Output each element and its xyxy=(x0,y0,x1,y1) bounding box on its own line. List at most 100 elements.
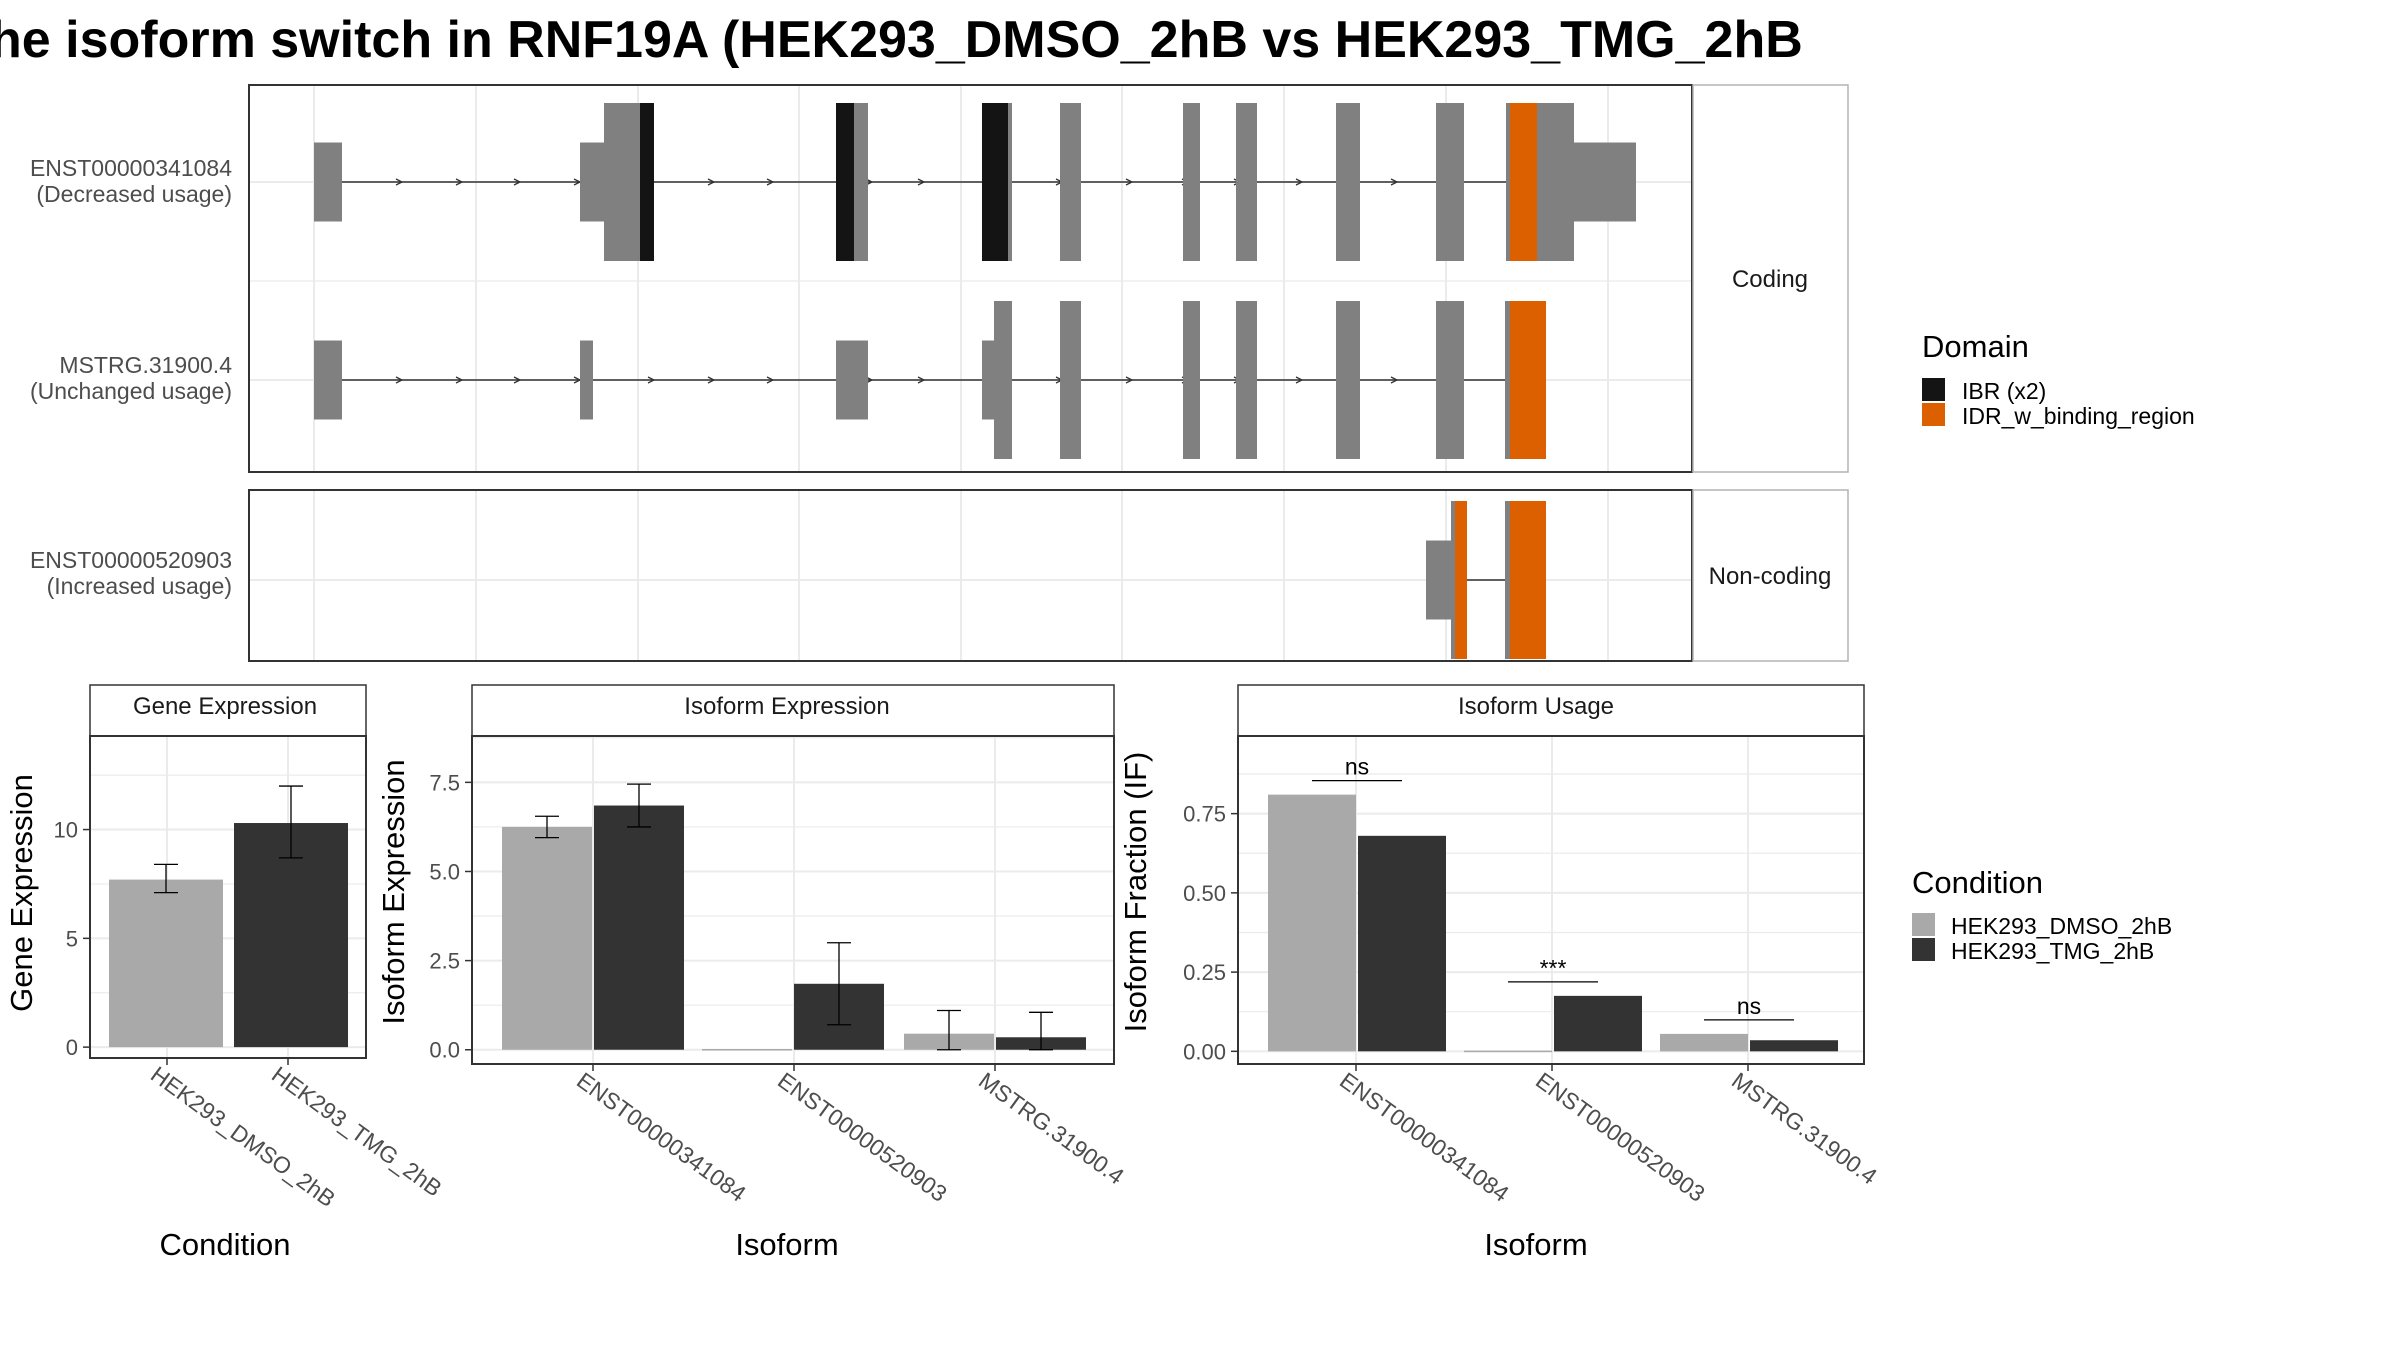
strand-arrow xyxy=(1295,178,1304,186)
exon xyxy=(1537,103,1574,261)
exon xyxy=(1008,103,1012,261)
y-tick-label: 5.0 xyxy=(429,859,460,884)
exon xyxy=(982,340,994,420)
domain-legend: Domain IBR (x2) IDR_w_binding_region xyxy=(1922,329,2195,429)
exon xyxy=(604,103,640,261)
coding-transcripts xyxy=(314,103,1636,459)
exon xyxy=(1426,540,1451,620)
idr-domain xyxy=(1510,501,1546,659)
legend-swatch-dmso xyxy=(1912,913,1935,936)
y-tick-label: 0 xyxy=(66,1035,78,1060)
coding-strip xyxy=(1692,84,1849,473)
panel-border xyxy=(471,735,1115,1065)
exon xyxy=(580,142,604,222)
strand-arrow xyxy=(766,178,775,186)
panel-strip xyxy=(1237,684,1865,737)
exon xyxy=(1505,301,1510,459)
legend-swatch-tmg xyxy=(1912,938,1935,961)
noncoding-panel-background xyxy=(249,490,1692,661)
exon xyxy=(580,340,593,420)
tx-usage-enst341084: (Decreased usage) xyxy=(36,181,232,207)
gene-expression-ylabel: Gene Expression xyxy=(4,774,39,1012)
bar-dmso xyxy=(1660,1033,1748,1052)
legend-label-ibr: IBR (x2) xyxy=(1962,378,2046,404)
exon xyxy=(1236,103,1257,261)
exon xyxy=(1505,501,1510,659)
exon xyxy=(1574,142,1636,222)
y-tick-label: 7.5 xyxy=(429,770,460,795)
tx-label-enst520903: ENST00000520903 xyxy=(30,547,232,573)
y-tick-label: 10 xyxy=(54,818,78,843)
panel-strip xyxy=(471,684,1115,737)
strand-arrow xyxy=(647,376,656,384)
exon xyxy=(1183,301,1200,459)
exon xyxy=(1336,103,1360,261)
idr-domain xyxy=(1510,301,1546,459)
isoform-usage-strip-title: Isoform Usage xyxy=(1458,693,1614,720)
idr-domain xyxy=(1510,103,1537,261)
strand-arrow xyxy=(455,178,464,186)
legend-label-dmso: HEK293_DMSO_2hB xyxy=(1951,913,2172,939)
bar-tmg xyxy=(594,805,684,1050)
y-tick-label: 5 xyxy=(66,926,78,951)
y-tick-label: 0.75 xyxy=(1183,802,1226,827)
y-tick-label: 0.00 xyxy=(1183,1039,1226,1064)
bar-dmso xyxy=(502,826,592,1050)
condition-legend-title: Condition xyxy=(1912,865,2043,900)
strand-arrow xyxy=(917,376,926,384)
noncoding-panel-border xyxy=(248,489,1693,662)
exon xyxy=(314,142,342,222)
bar-tmg xyxy=(234,823,348,1048)
significance-label: *** xyxy=(1540,955,1567,981)
tx-usage-enst520903: (Increased usage) xyxy=(47,573,232,599)
bar-tmg xyxy=(1554,995,1642,1052)
isoform-usage-xlabel: Isoform xyxy=(1484,1227,1587,1262)
exon xyxy=(314,340,342,420)
isoform-expression-ylabel: Isoform Expression xyxy=(376,759,411,1024)
bar-tmg xyxy=(1750,1040,1838,1052)
strand-arrow xyxy=(455,376,464,384)
strand-arrow xyxy=(1125,376,1134,384)
x-tick-label: MSTRG.31900.4 xyxy=(974,1067,1129,1190)
strand-arrow xyxy=(707,178,716,186)
domain-legend-title: Domain xyxy=(1922,329,2029,364)
strand-arrow xyxy=(513,178,522,186)
strand-arrow xyxy=(707,376,716,384)
isoform-usage-chart: Isoform Usage Isoform Isoform Fraction (… xyxy=(1118,684,1882,1262)
structure-noncoding-panel: Non-coding xyxy=(248,489,1849,662)
x-tick-label: ENST00000341084 xyxy=(572,1067,751,1207)
legend-swatch-idr xyxy=(1922,403,1945,426)
significance-label: ns xyxy=(1345,754,1369,780)
ibr-domain xyxy=(982,103,1008,261)
strand-arrow xyxy=(766,376,775,384)
legend-swatch-ibr xyxy=(1922,378,1945,401)
noncoding-strip xyxy=(1692,489,1849,662)
y-tick-label: 0.50 xyxy=(1183,881,1226,906)
noncoding-strip-label: Non-coding xyxy=(1709,563,1832,590)
strand-arrow xyxy=(395,178,404,186)
gene-expression-xlabel: Condition xyxy=(160,1227,291,1262)
tx-label-enst341084: ENST00000341084 xyxy=(30,155,232,181)
exon xyxy=(1060,103,1081,261)
panel-border xyxy=(1237,735,1865,1065)
noncoding-transcripts xyxy=(1426,501,1546,659)
idr-domain xyxy=(1455,501,1467,659)
isoform-expression-chart: Isoform Expression Isoform Isoform Expre… xyxy=(376,684,1129,1262)
figure-title: he isoform switch in RNF19A (HEK293_DMSO… xyxy=(0,11,1803,69)
exon xyxy=(1451,501,1455,659)
x-tick-label: MSTRG.31900.4 xyxy=(1727,1067,1882,1190)
tx-label-mstrg: MSTRG.31900.4 xyxy=(59,352,232,378)
ibr-domain xyxy=(836,103,854,261)
legend-label-idr: IDR_w_binding_region xyxy=(1962,403,2195,429)
strand-arrow xyxy=(1390,376,1399,384)
x-tick-label: ENST00000520903 xyxy=(1531,1067,1710,1207)
strand-arrow xyxy=(395,376,404,384)
coding-panel-background xyxy=(249,85,1692,472)
isoform-expression-strip-title: Isoform Expression xyxy=(684,693,889,720)
exon xyxy=(1183,103,1200,261)
legend-label-tmg: HEK293_TMG_2hB xyxy=(1951,938,2154,964)
exon xyxy=(1236,301,1257,459)
strand-arrow xyxy=(917,178,926,186)
exon xyxy=(854,103,868,261)
